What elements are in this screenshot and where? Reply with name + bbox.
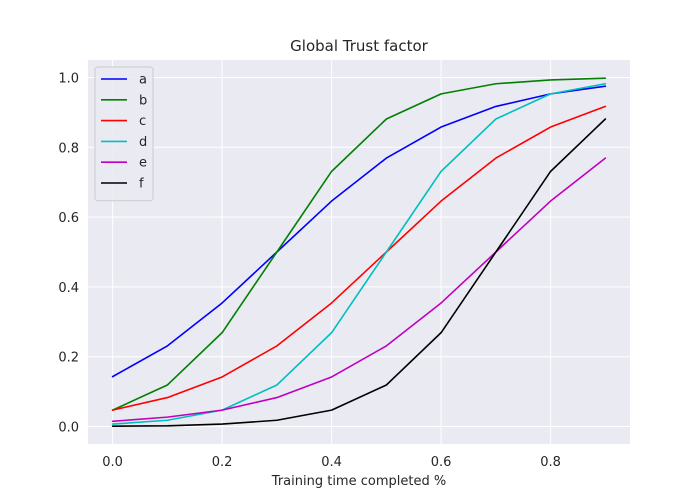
legend-label-d: d [139,135,147,150]
series-line-b [111,77,607,411]
legend-label-b: b [139,93,147,108]
y-tick-label: 0.0 [58,421,79,436]
y-tick-labels: 0.0 0.2 0.4 0.6 0.8 1.0 [58,71,79,435]
plot-background [88,60,630,444]
series-line-d [111,82,607,425]
x-tick-label: 0.8 [540,455,561,470]
legend-label-c: c [139,114,146,129]
legend-label-a: a [139,73,147,88]
y-tick-label: 0.6 [58,211,79,226]
series-line-e [111,157,607,423]
series-line-a [111,85,607,378]
series-line-f [111,118,607,428]
x-tick-label: 0.0 [102,455,123,470]
x-axis-label: Training time completed % [271,474,446,489]
x-tick-labels: 0.0 0.2 0.4 0.6 0.8 [102,455,561,470]
series-lines [111,77,607,428]
x-tick-label: 0.2 [212,455,233,470]
y-tick-label: 0.8 [58,141,79,156]
grid-lines [88,60,630,444]
legend-label-e: e [139,156,147,171]
chart-title: Global Trust factor [290,37,428,55]
legend-label-f: f [139,177,144,192]
y-tick-label: 0.2 [58,351,79,366]
y-tick-label: 0.4 [58,281,79,296]
y-tick-label: 1.0 [58,71,79,86]
series-line-c [111,105,607,411]
x-tick-label: 0.6 [431,455,452,470]
x-tick-label: 0.4 [321,455,342,470]
